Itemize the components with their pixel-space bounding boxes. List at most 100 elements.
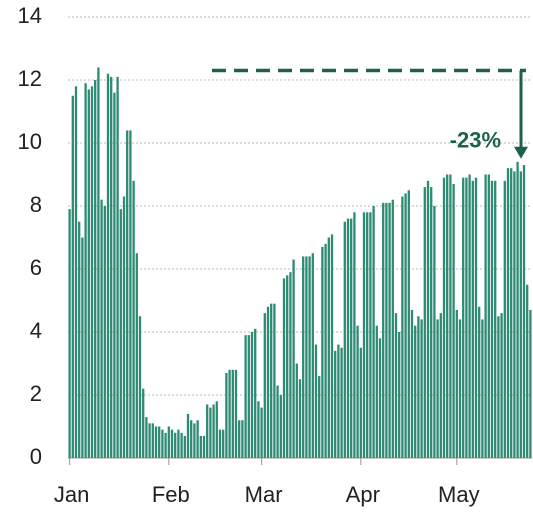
bar	[282, 278, 286, 458]
bar	[343, 221, 346, 458]
bar	[481, 319, 484, 458]
bar	[132, 180, 135, 459]
bar	[378, 338, 382, 458]
bar	[490, 180, 494, 459]
bar	[353, 212, 356, 458]
bar	[222, 429, 225, 458]
bar	[145, 417, 148, 458]
bar	[228, 369, 231, 458]
bar	[321, 246, 324, 458]
y-tick-label: 12	[18, 66, 42, 91]
bar	[68, 209, 71, 458]
bar	[199, 435, 202, 458]
bar	[148, 423, 151, 458]
bar	[103, 206, 106, 458]
bar	[465, 177, 468, 458]
bar	[506, 168, 510, 458]
arrow-head	[514, 146, 528, 159]
bar	[231, 369, 234, 458]
bar	[106, 73, 110, 458]
bar	[337, 344, 340, 458]
bar	[193, 423, 196, 458]
bar	[135, 253, 138, 458]
bar	[158, 426, 161, 458]
bar	[266, 306, 270, 458]
bar	[410, 309, 414, 458]
bar	[119, 209, 122, 458]
bar	[74, 86, 78, 459]
bar	[426, 180, 430, 459]
bar	[494, 180, 497, 459]
bar	[510, 168, 513, 458]
bar	[286, 275, 289, 458]
y-tick-label: 6	[30, 255, 42, 280]
bar	[385, 202, 388, 458]
bar	[78, 221, 81, 458]
bar	[318, 376, 321, 458]
bar	[529, 309, 532, 458]
bar	[177, 429, 180, 458]
bar	[497, 316, 500, 458]
bar	[356, 325, 359, 458]
bar	[458, 319, 462, 458]
bar	[452, 183, 455, 458]
bar	[276, 385, 279, 458]
bar	[122, 196, 126, 459]
bar	[436, 319, 439, 458]
bar	[212, 404, 215, 458]
bar	[254, 328, 257, 458]
bar	[174, 432, 177, 458]
bar	[279, 395, 282, 458]
bar	[420, 319, 423, 458]
bar	[270, 303, 273, 458]
bar	[100, 199, 103, 458]
bar	[234, 369, 238, 458]
bar	[84, 83, 87, 459]
bar	[433, 206, 436, 458]
bar	[484, 174, 487, 458]
bar	[503, 180, 506, 459]
bar	[439, 313, 442, 458]
bar	[522, 165, 526, 459]
bar	[305, 256, 308, 458]
bar	[196, 420, 199, 458]
bar	[298, 379, 302, 458]
bar	[190, 420, 193, 458]
bar	[366, 212, 369, 458]
bar	[449, 174, 452, 458]
bar	[238, 420, 241, 458]
bar	[474, 177, 478, 458]
bar	[334, 350, 337, 458]
bar	[308, 256, 311, 458]
bar	[407, 190, 410, 458]
x-tick-label: Feb	[152, 482, 190, 507]
bar	[90, 86, 94, 459]
bar	[154, 426, 158, 458]
bar	[292, 259, 295, 458]
bar	[289, 272, 292, 458]
bar	[369, 212, 372, 458]
bar	[202, 435, 206, 458]
bar	[423, 187, 426, 458]
bar	[241, 420, 244, 458]
y-tick-label: 14	[18, 3, 42, 28]
bar	[327, 237, 330, 458]
bar	[414, 325, 417, 458]
bar	[138, 316, 142, 458]
bar	[398, 332, 401, 458]
x-tick-label: Jan	[54, 482, 89, 507]
bar	[94, 80, 97, 458]
bar	[468, 174, 471, 458]
bar	[225, 372, 228, 458]
bar	[382, 202, 385, 458]
bar	[113, 92, 116, 458]
bar	[311, 253, 314, 458]
bar	[116, 76, 119, 458]
bar	[183, 435, 186, 458]
bar	[71, 95, 74, 458]
bar	[250, 332, 254, 458]
bar	[218, 429, 222, 458]
bar	[516, 161, 519, 458]
y-tick-label: 4	[30, 318, 42, 343]
